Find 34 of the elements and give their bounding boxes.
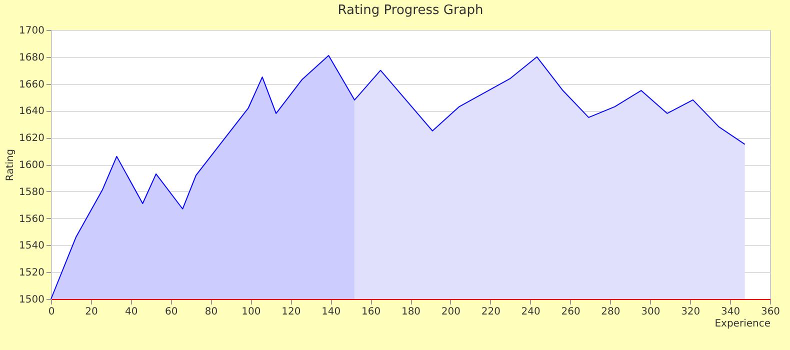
y-tick-label: 1500 <box>19 294 44 306</box>
line-series <box>50 55 746 300</box>
x-tick-label: 300 <box>641 306 660 318</box>
x-tick-label: 340 <box>721 306 740 318</box>
x-tick-label: 40 <box>125 306 138 318</box>
x-tick-label: 280 <box>601 306 620 318</box>
x-tick-label: 320 <box>681 306 700 318</box>
x-tick-label: 140 <box>322 306 341 318</box>
x-tick-label: 220 <box>481 306 500 318</box>
y-tick-label: 1640 <box>19 106 44 118</box>
x-tick-label: 20 <box>85 306 98 318</box>
x-tick-label: 100 <box>242 306 261 318</box>
x-axis-title: Experience <box>714 318 770 330</box>
x-tick-label: 80 <box>204 306 218 318</box>
y-tick-label: 1700 <box>19 26 44 36</box>
x-tick-label: 240 <box>521 306 540 318</box>
y-tick-label: 1560 <box>19 214 44 225</box>
x-tick-label: 260 <box>561 306 580 318</box>
y-tick-label: 1540 <box>19 240 44 252</box>
y-axis-title: Rating <box>5 148 16 182</box>
y-tick-label: 1580 <box>19 186 44 198</box>
x-tick-label: 60 <box>164 306 178 318</box>
y-tick-label: 1680 <box>19 52 44 64</box>
x-tick-label: 120 <box>282 306 301 318</box>
x-tick-label: 160 <box>362 306 381 318</box>
y-tick-label: 1600 <box>19 160 44 171</box>
x-tick-label: 180 <box>401 306 421 318</box>
chart-title: Rating Progress Graph <box>338 3 484 18</box>
x-tick-label: 360 <box>760 306 780 318</box>
x-tick-label: 0 <box>48 306 55 318</box>
x-tick-label: 200 <box>441 306 460 318</box>
y-tick-label: 1520 <box>19 268 44 279</box>
y-tick-label: 1660 <box>19 79 44 90</box>
y-tick-label: 1620 <box>19 133 44 144</box>
